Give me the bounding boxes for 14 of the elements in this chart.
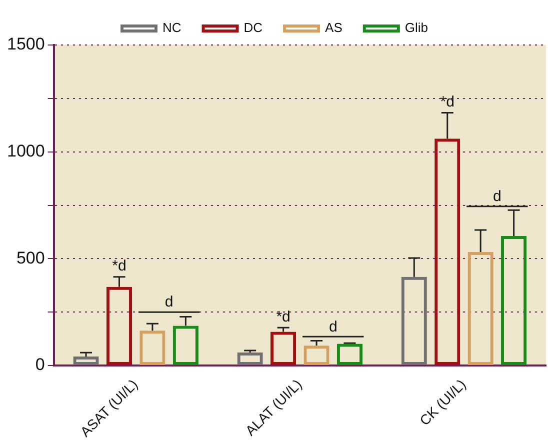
legend-label: AS	[325, 20, 343, 36]
annotation: *d	[440, 93, 454, 110]
annotation: d	[164, 294, 174, 311]
annotation: *d	[276, 308, 290, 326]
y-tick-label: 0	[35, 355, 45, 374]
annotation: d	[493, 188, 502, 205]
y-tick-label: 500	[16, 248, 45, 268]
y-tick-label: 1000	[6, 142, 45, 161]
annotation: d	[328, 318, 338, 336]
y-tick-label: 1500	[6, 34, 45, 54]
legend-label: Glib	[404, 20, 428, 36]
annotation: *d	[112, 257, 126, 274]
legend-label: DC	[244, 20, 263, 36]
legend-label: NC	[162, 20, 182, 36]
